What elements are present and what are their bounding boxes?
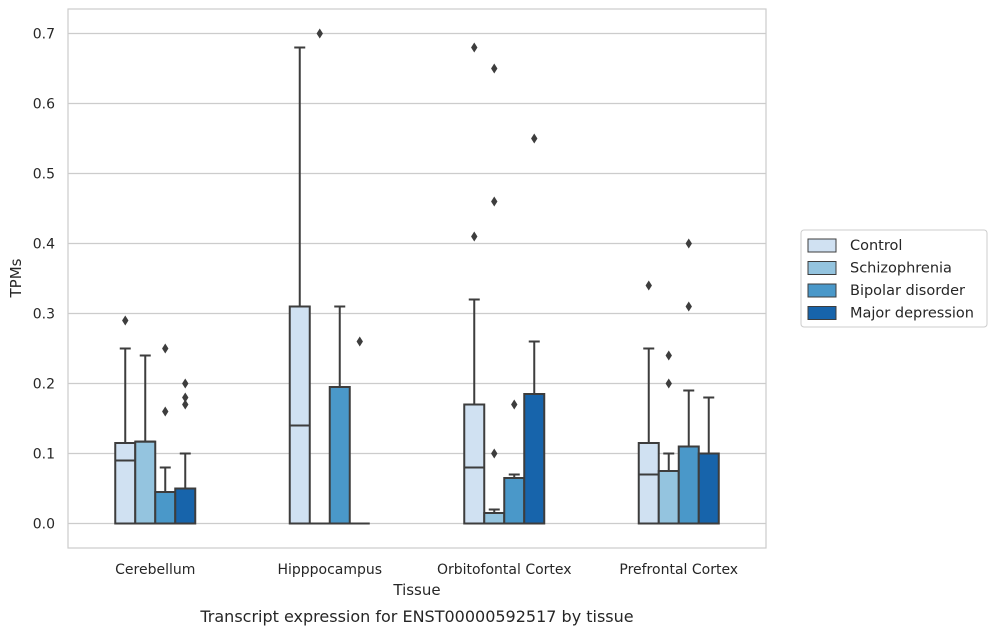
box-body	[483, 512, 506, 525]
x-axis-ticks: Cerebellum Hipppocampus Orbitofontal Corte…	[115, 562, 738, 578]
box-body	[328, 386, 351, 525]
outlier-point	[491, 448, 498, 459]
outlier-point	[182, 399, 189, 410]
y-tick-label: 0.4	[33, 237, 55, 253]
chart-caption: Transcript expression for ENST0000059251…	[199, 607, 633, 626]
box	[174, 378, 197, 525]
outlier-point	[685, 301, 692, 312]
y-axis-label: TPMs	[7, 258, 25, 298]
outlier-point	[162, 406, 169, 417]
y-tick-label: 0.0	[33, 517, 55, 533]
legend-label: Control	[850, 238, 902, 254]
outlier-point	[665, 378, 672, 389]
outlier-point	[491, 63, 498, 74]
x-tick-label: Orbitofontal Cortex	[437, 562, 572, 578]
legend-frame	[800, 229, 988, 328]
box-body	[114, 442, 137, 525]
outlier-point	[511, 399, 518, 410]
box	[328, 305, 351, 525]
outlier-point	[491, 196, 498, 207]
box	[523, 133, 546, 525]
x-axis-label: Tissue	[392, 581, 440, 599]
box	[349, 336, 370, 525]
y-tick-label: 0.1	[33, 447, 55, 463]
box	[288, 46, 311, 525]
outlier-point	[122, 315, 129, 326]
box-body	[523, 393, 546, 525]
outlier-point	[645, 280, 652, 291]
y-tick-label: 0.7	[33, 27, 55, 43]
y-tick-label: 0.3	[33, 307, 55, 323]
y-tick-label: 0.5	[33, 167, 55, 183]
box-body	[657, 470, 680, 525]
outlier-point	[471, 42, 478, 53]
box	[154, 343, 177, 525]
legend-swatch	[807, 238, 837, 253]
outlier-point	[182, 378, 189, 389]
box	[309, 28, 330, 525]
box-body	[677, 445, 700, 525]
box	[697, 396, 720, 525]
legend-label: Bipolar disorder	[850, 283, 965, 299]
legend-label: Schizophrenia	[850, 261, 952, 277]
outlier-point	[531, 133, 538, 144]
box-body	[503, 477, 526, 525]
box	[637, 280, 660, 525]
box	[463, 42, 486, 525]
y-tick-label: 0.6	[33, 97, 55, 113]
legend-swatch	[807, 261, 837, 275]
box-series	[114, 28, 720, 525]
box-body	[288, 305, 311, 525]
y-tick-label: 0.2	[33, 377, 55, 393]
outlier-point	[471, 231, 478, 242]
plot-area	[67, 8, 767, 549]
box-body	[637, 442, 660, 525]
legend-label: Major depression	[850, 306, 974, 322]
x-tick-label: Hipppocampus	[277, 562, 382, 578]
box-body	[134, 440, 157, 525]
legend: Control Schizophrenia Bipolar disorder Majo…	[800, 229, 988, 328]
legend-swatch	[807, 283, 837, 298]
outlier-point	[182, 392, 189, 403]
box	[114, 315, 137, 525]
box	[483, 63, 506, 525]
outlier-point	[316, 28, 323, 39]
box-body	[463, 403, 486, 525]
box-body	[154, 491, 177, 525]
legend-swatch	[807, 306, 837, 320]
x-tick-label: Cerebellum	[115, 562, 195, 578]
outlier-point	[685, 238, 692, 249]
box	[134, 354, 157, 525]
box-body	[174, 487, 197, 525]
outlier-point	[356, 336, 363, 347]
y-axis-ticks: 0.0 0.1 0.2 0.3 0.4 0.5 0.6 0.7	[33, 27, 55, 533]
box	[677, 238, 700, 525]
x-tick-label: Prefrontal Cortex	[619, 562, 738, 578]
box-body	[697, 452, 720, 525]
outlier-point	[162, 343, 169, 354]
outlier-point	[665, 350, 672, 361]
